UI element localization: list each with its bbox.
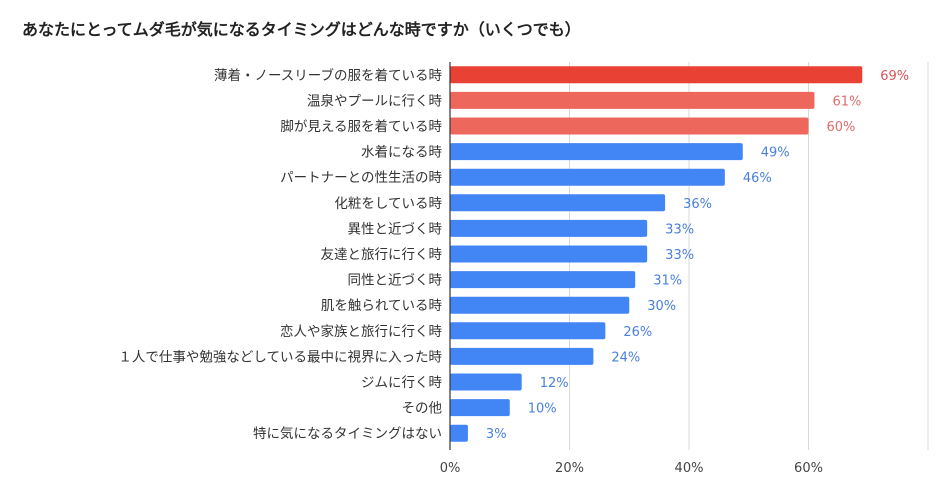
category-label: 脚が見える服を着ている時: [280, 118, 442, 135]
bar: [450, 91, 815, 109]
value-label: 60%: [827, 120, 856, 135]
value-label: 69%: [880, 69, 909, 84]
x-tick-label: 0%: [440, 461, 461, 476]
bar: [450, 194, 666, 212]
value-label: 36%: [683, 197, 712, 212]
value-label: 33%: [665, 222, 694, 237]
category-label: 同性と近づく時: [348, 273, 443, 289]
bar: [450, 271, 636, 289]
category-label: パートナーとの性生活の時: [280, 170, 442, 186]
value-label: 33%: [665, 248, 694, 263]
x-tick-label: 40%: [675, 461, 704, 476]
value-label: 46%: [743, 171, 772, 186]
category-label: ジムに行く時: [361, 375, 442, 391]
category-label: １人で仕事や勉強などしている最中に視界に入った時: [118, 349, 442, 365]
bar: [450, 373, 522, 391]
category-label: その他: [402, 401, 443, 417]
bar: [450, 219, 648, 237]
bar: [450, 245, 648, 263]
bar: [450, 296, 630, 314]
chart-title: あなたにとってムダ毛が気になるタイミングはどんな時ですか（いくつでも）: [22, 20, 581, 39]
category-label: 特に気になるタイミングはない: [253, 426, 442, 442]
bar: [450, 424, 468, 442]
value-label: 24%: [611, 350, 640, 365]
category-label: 化粧をしている時: [334, 196, 442, 212]
value-label: 10%: [528, 402, 557, 417]
category-label: 恋人や家族と旅行に行く時: [280, 323, 442, 340]
bar: [450, 347, 594, 365]
bar: [450, 168, 725, 186]
x-tick-label: 20%: [555, 461, 584, 476]
category-label: 肌を触られている時: [321, 298, 443, 314]
bar: [450, 117, 809, 135]
category-label: 温泉やプールに行く時: [307, 92, 442, 109]
category-label: 薄着・ノースリーブの服を着ている時: [214, 67, 443, 84]
value-label: 12%: [540, 376, 569, 391]
bar: [450, 399, 510, 417]
category-label: 友達と旅行に行く時: [321, 247, 443, 263]
category-label: 水着になる時: [361, 144, 442, 161]
bar: [450, 66, 863, 84]
bar: [450, 143, 743, 161]
bar: [450, 322, 606, 340]
value-label: 49%: [761, 146, 790, 161]
value-label: 3%: [486, 427, 507, 442]
x-tick-label: 60%: [794, 461, 823, 476]
value-label: 61%: [832, 94, 861, 109]
value-label: 26%: [623, 325, 652, 340]
value-label: 31%: [653, 274, 682, 289]
category-label: 異性と近づく時: [348, 221, 443, 237]
value-label: 30%: [647, 299, 676, 314]
